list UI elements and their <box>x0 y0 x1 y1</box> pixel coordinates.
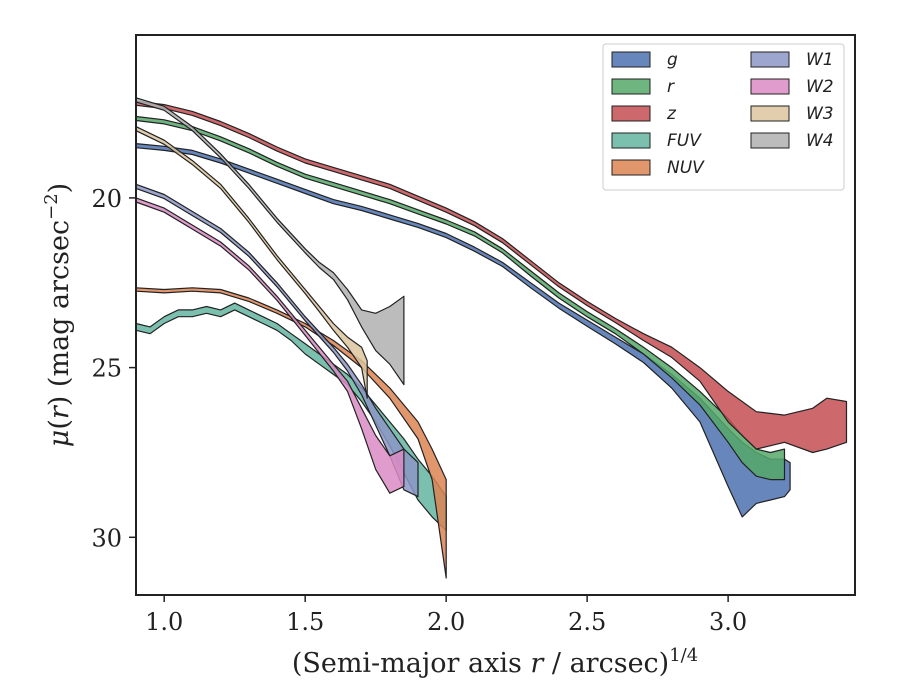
legend-swatch-w1 <box>750 51 790 68</box>
legend-swatch-w3 <box>750 105 790 122</box>
x-tick-label: 3.0 <box>709 608 747 636</box>
legend-label-w2: W2 <box>806 77 834 97</box>
legend-label-nuv: NUV <box>667 158 705 178</box>
legend-label-z: z <box>666 104 677 124</box>
legend-label-w1: W1 <box>806 50 834 70</box>
legend-label-w4: W4 <box>806 131 834 151</box>
plot-frame <box>135 34 856 596</box>
y-tick-label: 20 <box>91 185 122 213</box>
legend-swatch-g <box>611 51 651 68</box>
legend-label-fuv: FUV <box>667 131 702 151</box>
series-band-w2 <box>135 197 405 494</box>
series-bands <box>135 97 848 579</box>
y-axis-label: μ(r) (mag arcsec−2) <box>41 183 75 447</box>
series-band-w4 <box>135 97 405 386</box>
x-tick-label: 2.5 <box>568 608 606 636</box>
legend-swatch-fuv <box>611 132 651 149</box>
x-axis-label: (Semi-major axis r / arcsec)1/4 <box>292 645 698 679</box>
series-band-z <box>135 100 848 454</box>
series-band-nuv <box>135 287 447 579</box>
legend-swatch-w2 <box>750 78 790 95</box>
legend-swatch-w4 <box>750 132 790 149</box>
y-axis-ticks: 20 25 30 <box>91 185 136 552</box>
x-tick-label: 2.0 <box>427 608 465 636</box>
legend-label-w3: W3 <box>806 104 834 124</box>
x-tick-label: 1.5 <box>286 608 324 636</box>
x-tick-label: 1.0 <box>145 608 183 636</box>
series-band-w3 <box>135 125 368 399</box>
series-band-g <box>135 143 791 518</box>
y-tick-label: 25 <box>91 355 122 383</box>
legend-swatch-nuv <box>611 159 651 176</box>
legend-swatch-z <box>611 105 651 122</box>
legend-label-g: g <box>667 50 678 70</box>
series-band-w1 <box>135 183 419 498</box>
y-tick-label: 30 <box>91 524 122 552</box>
legend: grz FUV NUV W1 W2 W3 W4 <box>602 43 845 191</box>
series-band-r <box>135 115 786 481</box>
legend-swatch-r <box>611 78 651 95</box>
legend-label-r: r <box>667 77 675 97</box>
x-axis-ticks: 1.0 1.5 2.0 2.5 3.0 <box>145 595 747 636</box>
